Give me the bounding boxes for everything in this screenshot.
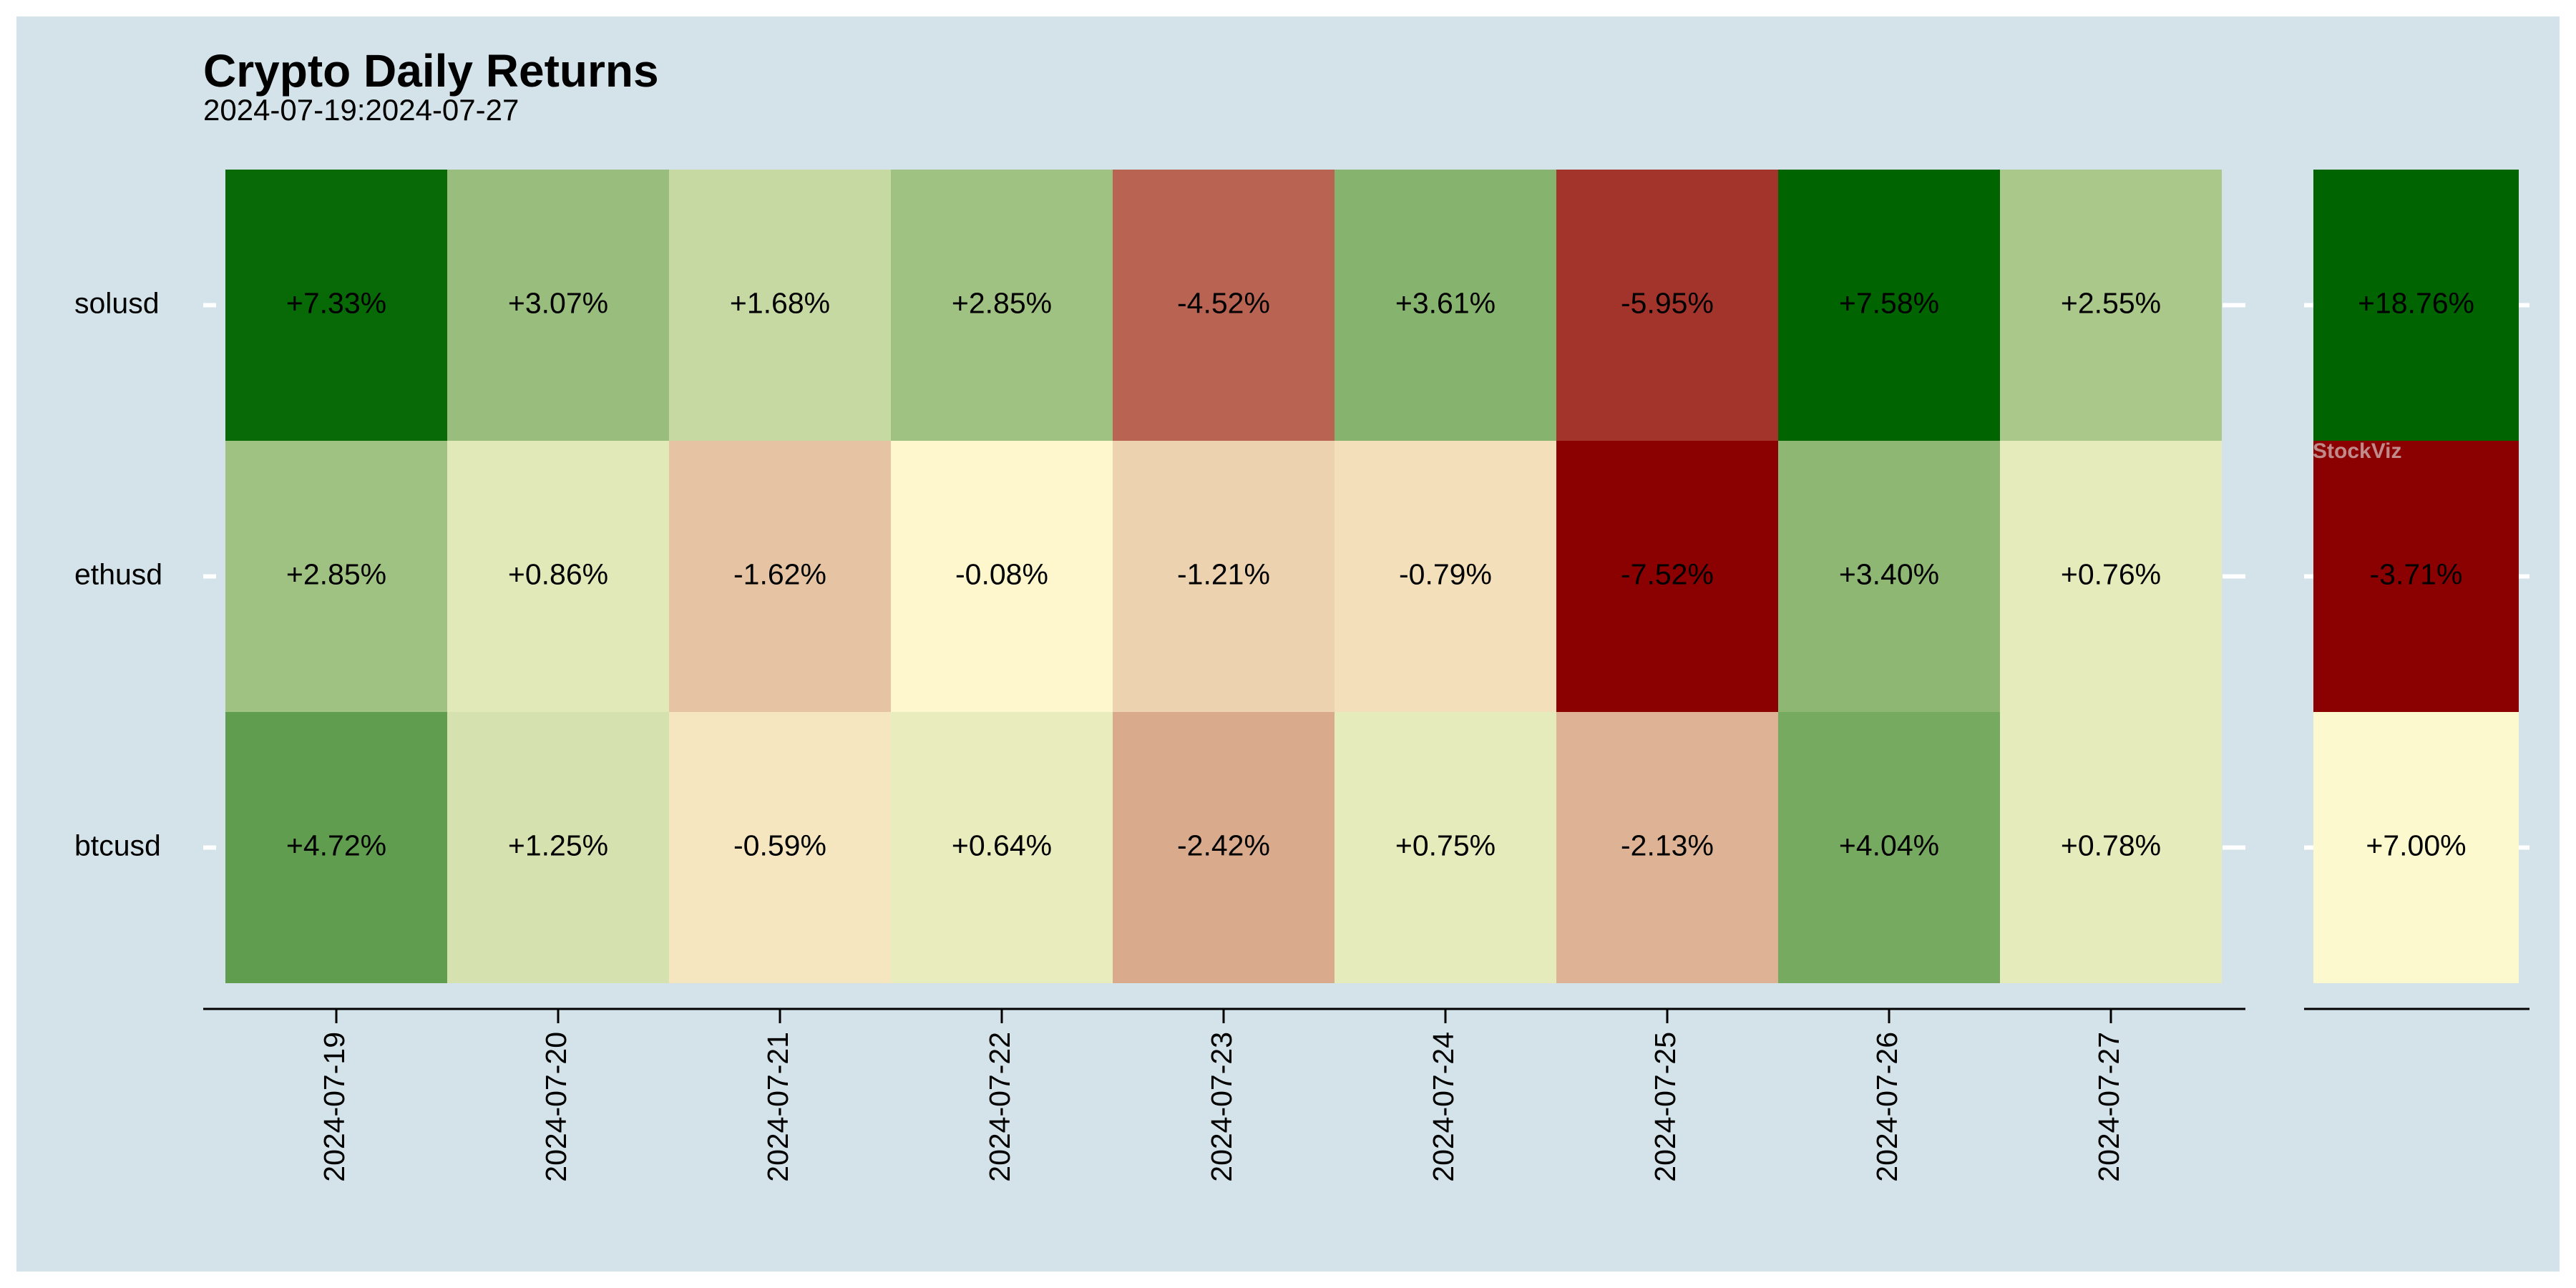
cell-label: +2.55% — [2061, 286, 2161, 319]
heatmap-cell — [2000, 441, 2222, 712]
total-cell — [2313, 712, 2519, 983]
cell-label: +2.85% — [952, 286, 1052, 319]
cell-label: +4.04% — [1839, 829, 1939, 862]
heatmap-cell — [447, 170, 669, 441]
heatmap-cell — [891, 712, 1113, 983]
heatmap-cell — [1556, 170, 1778, 441]
total-cell — [2313, 170, 2519, 441]
totals-heatmap: +18.76% -3.71% +7.00% — [2313, 170, 2519, 983]
total-label: +18.76% — [2358, 286, 2474, 319]
x-tick-label: 2024-07-22 — [983, 1032, 1016, 1182]
x-tick-label: 2024-07-23 — [1205, 1032, 1238, 1182]
heatmap-cell — [891, 441, 1113, 712]
chart-title: Crypto Daily Returns — [203, 45, 659, 97]
cell-label: +0.86% — [508, 557, 608, 590]
x-tick-label: 2024-07-20 — [540, 1032, 572, 1182]
heatmap-cell — [225, 441, 447, 712]
heatmap-cell — [1113, 170, 1335, 441]
heatmap-cell — [669, 170, 891, 441]
cell-label: -4.52% — [1177, 286, 1270, 319]
heatmap-cell — [2000, 170, 2222, 441]
heatmap-cell — [1556, 712, 1778, 983]
heatmap-cell — [1778, 170, 2000, 441]
axes: solusd ethusd btcusd 2024-07-19 2024-07-20 20… — [74, 286, 2529, 1182]
heatmap-cell — [669, 441, 891, 712]
cell-label: -0.79% — [1399, 557, 1492, 590]
cell-label: +2.85% — [286, 557, 386, 590]
heatmap-cell — [225, 170, 447, 441]
x-tick-label: 2024-07-27 — [2092, 1032, 2125, 1182]
heatmap-cell — [669, 712, 891, 983]
cell-label: +7.33% — [286, 286, 386, 319]
x-tick-label: 2024-07-21 — [761, 1032, 794, 1182]
total-label: +7.00% — [2366, 829, 2466, 862]
cell-label: +7.58% — [1839, 286, 1939, 319]
chart-subtitle: 2024-07-19:2024-07-27 — [203, 93, 519, 127]
heatmap-cell — [1113, 441, 1335, 712]
cell-label: +1.25% — [508, 829, 608, 862]
heatmap-cell — [1778, 712, 2000, 983]
x-tick-label: 2024-07-19 — [318, 1032, 351, 1182]
x-tick-label: 2024-07-26 — [1870, 1032, 1903, 1182]
heatmap-cell — [447, 712, 669, 983]
heatmap-cell — [2000, 712, 2222, 983]
cell-label: -0.08% — [955, 557, 1048, 590]
y-tick-label: ethusd — [74, 557, 162, 590]
cell-label: +0.76% — [2061, 557, 2161, 590]
heatmap-cell — [1113, 712, 1335, 983]
cell-label: -1.62% — [733, 557, 826, 590]
cell-label: +0.78% — [2061, 829, 2161, 862]
cell-label: -0.59% — [733, 829, 826, 862]
main-heatmap: +7.33% +3.07% +1.68% +2.85% -4.52% +3.61% -5.9… — [225, 170, 2222, 983]
cell-label: +3.61% — [1395, 286, 1496, 319]
heatmap-cell — [1335, 712, 1556, 983]
heatmap-cell — [1335, 170, 1556, 441]
y-tick-label: btcusd — [74, 829, 161, 862]
heatmap-cell — [1778, 441, 2000, 712]
cell-label: +1.68% — [730, 286, 830, 319]
cell-label: +3.40% — [1839, 557, 1939, 590]
heatmap-cell — [1556, 441, 1778, 712]
cell-label: +3.07% — [508, 286, 608, 319]
watermark-text: StockViz — [2313, 439, 2402, 463]
heatmap-cell — [1335, 441, 1556, 712]
cell-label: -2.42% — [1177, 829, 1270, 862]
cell-label: +0.64% — [952, 829, 1052, 862]
total-cell — [2313, 441, 2519, 712]
heatmap-cell — [447, 441, 669, 712]
total-label: -3.71% — [2370, 557, 2463, 590]
cell-label: -1.21% — [1177, 557, 1270, 590]
heatmap-cell — [891, 170, 1113, 441]
cell-label: -7.52% — [1621, 557, 1714, 590]
x-tick-label: 2024-07-25 — [1649, 1032, 1682, 1182]
x-tick-label: 2024-07-24 — [1427, 1032, 1460, 1182]
cell-label: -2.13% — [1621, 829, 1714, 862]
y-tick-label: solusd — [74, 286, 160, 319]
heatmap-cell — [225, 712, 447, 983]
cell-label: -5.95% — [1621, 286, 1714, 319]
cell-label: +4.72% — [286, 829, 386, 862]
cell-label: +0.75% — [1395, 829, 1496, 862]
